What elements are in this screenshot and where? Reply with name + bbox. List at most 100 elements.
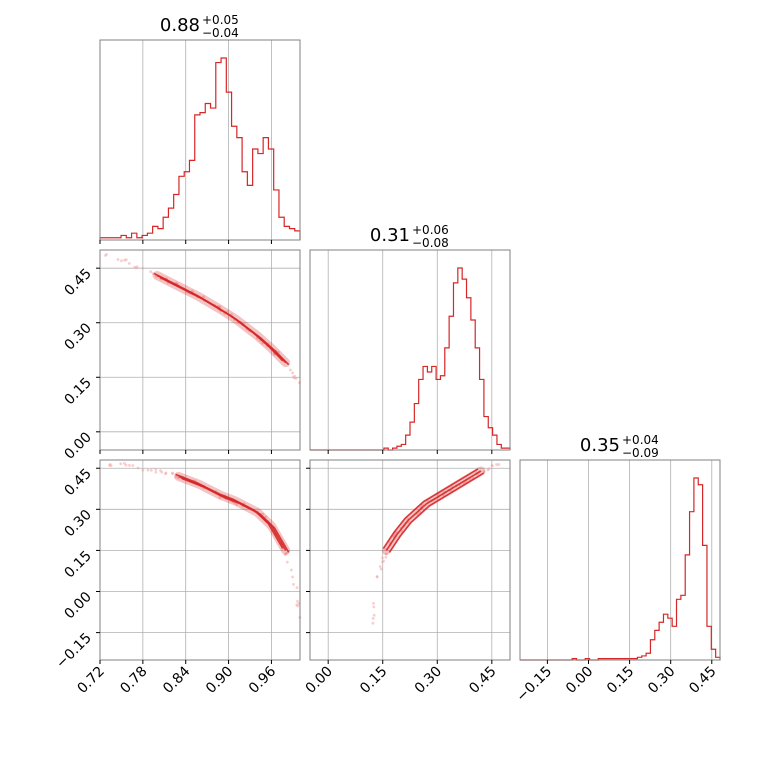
scatter-point [379, 567, 383, 571]
scatter-point [381, 556, 384, 560]
scatter-point [294, 376, 298, 380]
scatter-point [296, 604, 300, 608]
scatter-point [291, 371, 295, 375]
scatter-point [119, 462, 123, 466]
scatter-point [371, 621, 375, 625]
scatter-point [284, 551, 288, 555]
scatter-point [291, 575, 295, 579]
panel-title-minus: −0.04 [202, 26, 239, 40]
contour-line [181, 477, 290, 553]
panel-frame [519, 459, 721, 661]
histogram-0 [99, 57, 301, 240]
contour-line [385, 470, 482, 551]
scatter-point [124, 258, 128, 262]
x-tick-label: 0.78 [117, 664, 150, 697]
scatter-point [288, 368, 292, 372]
scatter-point [372, 613, 376, 617]
y-tick-label: −0.15 [53, 630, 95, 672]
scatter-point [133, 265, 137, 269]
y-tick-label: 0.00 [61, 429, 94, 462]
scatter-point [108, 463, 112, 466]
panel-frame [309, 459, 511, 661]
scatter-point [116, 258, 120, 261]
scatter-point [149, 270, 153, 274]
panel-0-0: 0.88 +0.05−0.04 [99, 13, 301, 244]
scatter-point [120, 259, 123, 263]
x-tick-label: 0.96 [246, 663, 279, 696]
contour-line [178, 475, 287, 551]
y-tick-label: 0.30 [61, 320, 94, 353]
scatter-point [380, 560, 384, 564]
scatter-point [295, 586, 299, 590]
scatter-point [372, 601, 375, 605]
scatter-point [141, 468, 145, 472]
scatter-point [296, 599, 299, 603]
contour-line [382, 468, 479, 549]
scatter-point [289, 568, 293, 572]
scatter-point [127, 261, 131, 265]
panel-2-1: 0.00 0.15 0.30 0.45 [303, 459, 511, 697]
panel-frame [99, 459, 301, 661]
scatter-point [482, 470, 486, 473]
panel-frame [99, 249, 301, 451]
y-tick-label: 0.15 [61, 548, 94, 581]
panel-title-minus: −0.09 [622, 446, 659, 460]
scatter-point [160, 470, 164, 474]
x-tick-label: 0.00 [563, 664, 596, 697]
scatter-point [490, 464, 494, 468]
x-tick-label: 0.15 [604, 664, 637, 697]
scatter-point [487, 467, 491, 470]
scatter-point [372, 605, 376, 609]
histogram-2 [520, 477, 721, 661]
density-band [174, 471, 291, 555]
scatter-point [128, 463, 131, 467]
contour-line [388, 472, 485, 553]
x-tick-label: −0.15 [514, 664, 556, 706]
y-tick-label: 0.30 [61, 507, 94, 540]
panel-frame [99, 39, 301, 241]
scatter-point [371, 617, 375, 620]
scatter-point [131, 464, 135, 467]
scatter-point [202, 295, 205, 299]
scatter-point [264, 515, 268, 519]
contour-line [159, 276, 290, 366]
scatter-point [292, 583, 295, 586]
panel-2-0: 0.72 0.78 0.84 0.90 0.96 −0.15 0.00 0.15 0.30 0.4… [53, 459, 302, 697]
panel-2-2: −0.15 0.00 0.15 0.30 0.45 0.35 +0.04−0.09 [514, 433, 721, 706]
scatter-point [174, 475, 178, 478]
y-tick-label: 0.00 [61, 589, 94, 622]
x-tick-label: 0.30 [412, 664, 445, 697]
panel-frame [309, 249, 511, 451]
panel-title-plus: +0.06 [412, 223, 449, 237]
panel-1-0: 0.00 0.15 0.30 0.45 [61, 249, 301, 463]
scatter-point [378, 565, 382, 568]
x-tick-label: 0.72 [74, 664, 107, 697]
scatter-point [135, 265, 139, 269]
x-tick-label: 0.84 [160, 663, 193, 696]
x-tick-label: 0.45 [686, 664, 719, 697]
panel-1-1: 0.31 +0.06−0.08 [309, 223, 511, 454]
x-tick-label: 0.00 [303, 664, 336, 697]
x-tick-label: 0.15 [357, 664, 390, 697]
scatter-point [292, 375, 295, 379]
x-tick-label: 0.45 [466, 664, 499, 697]
scatter-point [141, 266, 145, 270]
y-tick-label: 0.15 [61, 375, 94, 408]
y-tick-label: 0.45 [61, 266, 94, 299]
scatter-point [124, 463, 128, 467]
panel-title-value: 0.35 [580, 435, 620, 456]
panel-title-minus: −0.08 [412, 236, 449, 250]
panel-title-value: 0.31 [370, 225, 410, 246]
scatter-point [375, 575, 379, 579]
y-tick-label: 0.45 [61, 466, 94, 499]
x-tick-label: 0.30 [645, 664, 678, 697]
scatter-point [218, 496, 222, 499]
scatter-point [170, 471, 174, 475]
scatter-point [104, 254, 107, 257]
scatter-point [154, 468, 158, 471]
scatter-point [154, 470, 158, 474]
scatter-point [136, 466, 140, 470]
panel-title-plus: +0.04 [622, 433, 659, 447]
density-band [152, 271, 291, 368]
scatter-point [384, 555, 388, 559]
